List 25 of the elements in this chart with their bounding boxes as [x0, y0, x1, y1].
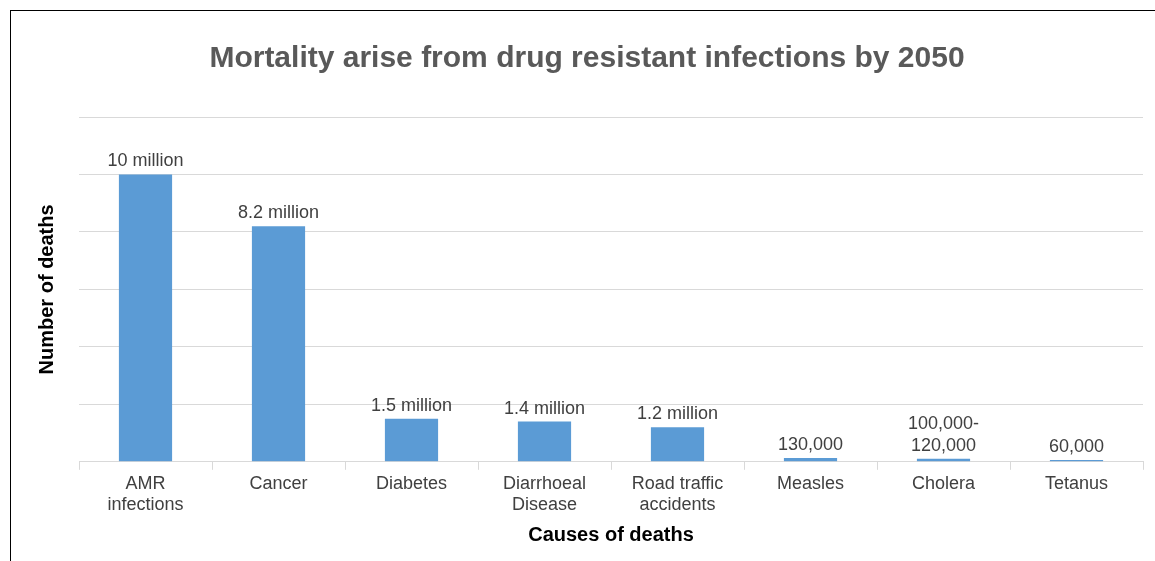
x-tick-label: Tetanus [1044, 472, 1109, 493]
x-tick-label: AMR infections [107, 472, 184, 515]
y-axis-title: Number of deaths [34, 204, 57, 375]
x-tick-label: Cancer [249, 472, 308, 493]
data-label: 100,000-120,000 [907, 412, 980, 455]
data-label: 10 million [107, 150, 184, 171]
x-tick-label: Diarrhoeal Disease [502, 472, 587, 515]
bar [650, 427, 705, 462]
data-label: 60,000 [1048, 436, 1105, 457]
bar [517, 421, 572, 462]
chart-title: Mortality arise from drug resistant infections by 2050 [209, 40, 965, 74]
x-tick-label: Road traffic accidents [631, 472, 724, 515]
data-label: 130,000 [777, 434, 844, 455]
bar [384, 418, 439, 462]
bar [118, 174, 173, 462]
data-label: 8.2 million [237, 202, 320, 223]
bar [783, 458, 838, 462]
x-tick-label: Cholera [911, 472, 976, 493]
data-label: 1.4 million [503, 397, 586, 418]
bar [251, 226, 306, 462]
x-tick-label: Diabetes [375, 472, 448, 493]
data-label: 1.5 million [370, 394, 453, 415]
x-axis-title: Causes of deaths [528, 522, 694, 545]
data-label: 1.2 million [636, 403, 719, 424]
x-tick-label: Measles [776, 472, 845, 493]
